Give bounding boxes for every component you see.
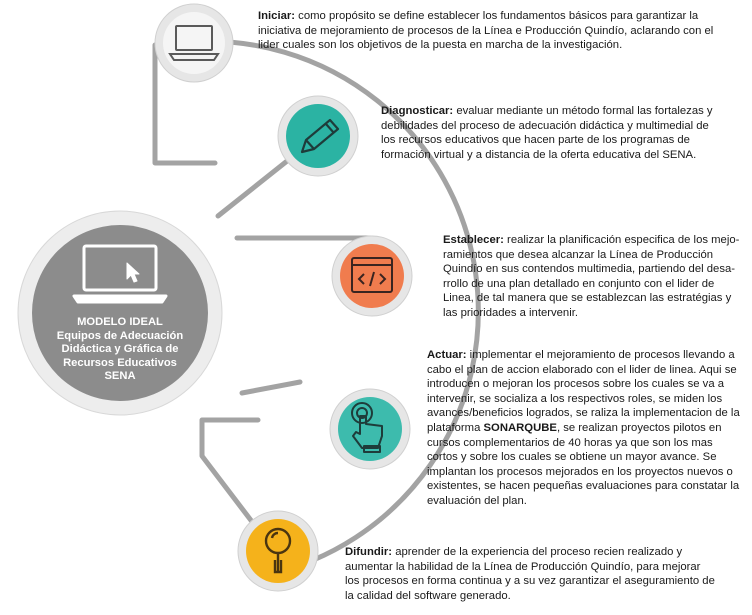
- step-actuar-description-end: , se realizan proyectos pilotos en curso…: [427, 421, 740, 507]
- touch-hand-icon: [351, 402, 383, 453]
- center-hub: [17, 210, 223, 416]
- step-circle-iniciar: [154, 3, 234, 83]
- step-circle-difundir: [237, 510, 319, 592]
- step-establecer-description: realizar la planificación especifica de …: [443, 234, 740, 319]
- center-title-line: MODELO IDEAL: [77, 316, 163, 328]
- step-circle-establecer: [331, 235, 413, 317]
- step-actuar-platform: SONARQUBE: [483, 421, 557, 434]
- code-window-icon: [351, 257, 393, 293]
- laptop-cursor-icon: [72, 244, 168, 304]
- main-arc: [185, 38, 481, 578]
- step-actuar-label: Actuar:: [427, 349, 467, 361]
- step-diagnosticar-label: Diagnosticar:: [381, 105, 454, 117]
- center-title-line: SENA: [104, 370, 136, 383]
- step-diagnosticar-description: evaluar mediante un método formal las fo…: [381, 105, 713, 161]
- center-title: MODELO IDEAL Equipos de Adecuación Didác…: [40, 316, 200, 384]
- step-circle-actuar: [329, 388, 411, 470]
- connector-actuar-branch: [239, 379, 303, 396]
- step-circle-diagnosticar: [277, 95, 359, 177]
- step-difundir-label: Difundir:: [345, 546, 393, 558]
- center-title-line: Didáctica y Gráfica de: [61, 343, 179, 356]
- step-actuar-text: Actuar: implementar el mejoramiento de p…: [427, 348, 743, 509]
- pencil-icon: [300, 118, 340, 154]
- step-establecer-label: Establecer:: [443, 234, 504, 246]
- step-difundir-description: aprender de la experiencia del proceso r…: [345, 546, 715, 602]
- step-iniciar-text: Iniciar: como propósito se define establ…: [258, 9, 728, 53]
- step-establecer-text: Establecer: realizar la planificación es…: [443, 233, 745, 321]
- center-hub-circle: [32, 225, 208, 401]
- connector-actuar: [199, 417, 261, 526]
- center-title-line: Recursos Educativos: [63, 356, 177, 369]
- step-actuar-description: implementar el mejoramiento de procesos …: [427, 349, 740, 434]
- step-iniciar-description: como propósito se define establecer los …: [258, 10, 714, 52]
- step-diagnosticar-text: Diagnosticar: evaluar mediante un método…: [381, 104, 726, 162]
- step-iniciar-label: Iniciar:: [258, 10, 296, 22]
- connector-iniciar: [152, 42, 218, 166]
- center-title-line: Equipos de Adecuación: [56, 329, 184, 342]
- magnifier-icon: [264, 527, 292, 574]
- laptop-icon: [168, 25, 220, 61]
- step-difundir-text: Difundir: aprender de la experiencia del…: [345, 545, 715, 603]
